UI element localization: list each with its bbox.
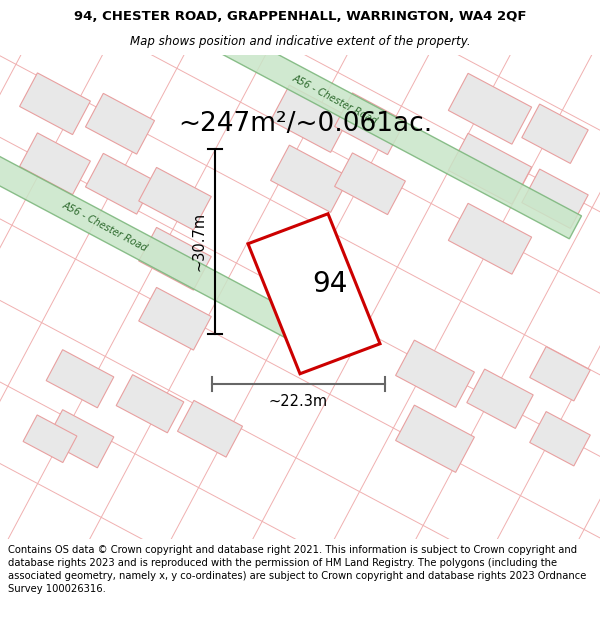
Polygon shape bbox=[20, 73, 91, 134]
Polygon shape bbox=[448, 73, 532, 144]
Polygon shape bbox=[46, 409, 114, 468]
Text: 94: 94 bbox=[313, 270, 347, 298]
Polygon shape bbox=[178, 401, 242, 457]
Polygon shape bbox=[46, 349, 114, 408]
Polygon shape bbox=[139, 288, 211, 350]
Text: Map shows position and indicative extent of the property.: Map shows position and indicative extent… bbox=[130, 35, 470, 48]
Text: 94, CHESTER ROAD, GRAPPENHALL, WARRINGTON, WA4 2QF: 94, CHESTER ROAD, GRAPPENHALL, WARRINGTO… bbox=[74, 10, 526, 23]
Polygon shape bbox=[335, 93, 406, 154]
Polygon shape bbox=[139, 168, 211, 230]
Text: ~22.3m: ~22.3m bbox=[269, 394, 328, 409]
Polygon shape bbox=[116, 374, 184, 433]
Polygon shape bbox=[448, 203, 532, 274]
Polygon shape bbox=[335, 153, 406, 214]
Text: ~247m²/~0.061ac.: ~247m²/~0.061ac. bbox=[178, 111, 432, 137]
Polygon shape bbox=[271, 85, 349, 152]
Polygon shape bbox=[530, 411, 590, 466]
Polygon shape bbox=[395, 405, 475, 472]
Text: Contains OS data © Crown copyright and database right 2021. This information is : Contains OS data © Crown copyright and d… bbox=[8, 545, 586, 594]
Polygon shape bbox=[395, 340, 475, 408]
Polygon shape bbox=[139, 228, 211, 290]
Polygon shape bbox=[271, 145, 349, 212]
Text: A56 - Chester Road: A56 - Chester Road bbox=[61, 200, 149, 254]
Polygon shape bbox=[522, 169, 588, 228]
Polygon shape bbox=[23, 415, 77, 462]
Polygon shape bbox=[0, 153, 329, 354]
Polygon shape bbox=[199, 19, 581, 239]
Polygon shape bbox=[20, 133, 91, 194]
Polygon shape bbox=[448, 133, 532, 204]
Text: ~30.7m: ~30.7m bbox=[191, 212, 206, 271]
Polygon shape bbox=[85, 93, 155, 154]
Text: A56 - Chester Road: A56 - Chester Road bbox=[290, 72, 379, 126]
Polygon shape bbox=[467, 369, 533, 428]
Polygon shape bbox=[530, 346, 590, 401]
Polygon shape bbox=[85, 153, 155, 214]
Polygon shape bbox=[522, 104, 588, 163]
Polygon shape bbox=[248, 214, 380, 374]
